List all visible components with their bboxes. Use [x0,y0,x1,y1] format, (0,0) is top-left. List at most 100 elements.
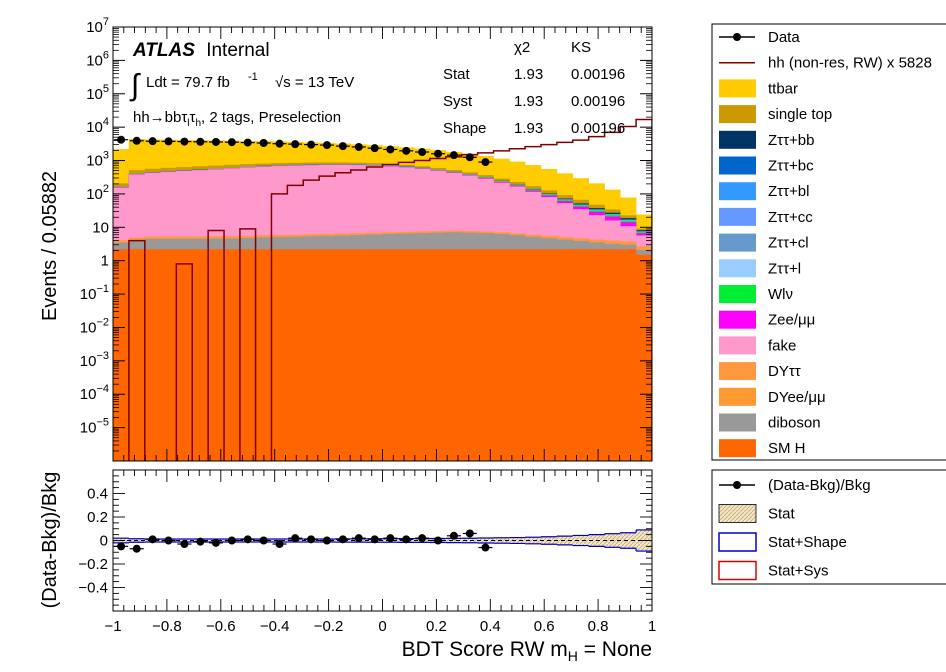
stacked-histogram [113,139,652,461]
legend-entry: Zττ+cl [719,233,809,252]
stack-bar [366,249,383,461]
svg-text:hh→bbτlτh, 2 tags, Preselectio: hh→bbτlτh, 2 tags, Preselection [133,109,341,129]
legend-entry: Wlν [719,285,793,303]
legend-swatch [719,259,756,278]
legend-label: Wlν [768,286,793,303]
legend-swatch [719,105,756,124]
legend-entry: DYee/μμ [719,387,826,406]
legend-label: Data [768,29,800,46]
y-tick-base: 10 [80,353,97,370]
y-tick-base: 10 [80,386,97,403]
legend-swatch [719,156,756,175]
legend-label: Zττ+bc [768,158,814,175]
ratio-point [370,535,379,544]
stack-bar [556,249,574,461]
data-point [275,139,284,148]
stat-band-bin [572,535,589,546]
stack-bar [509,249,526,461]
y-tick-label: 102 [86,183,109,203]
stack-bar [382,249,399,461]
stack-bar [414,249,431,461]
ratio-points [114,529,493,553]
legend-label: Zττ+cl [768,235,809,252]
ratio-point [117,542,126,551]
y-tick-label: 107 [86,16,109,36]
ratio-legend-label: Stat+Sys [768,563,828,580]
data-point [338,142,347,151]
ratio-legend-label: Stat [768,506,796,523]
x-tick-label: −0.4 [260,618,290,635]
y-tick-exp: 3 [103,150,109,162]
legend-data-marker [733,33,741,41]
y-tick-base: 10 [86,86,103,103]
y-tick-exp: 5 [103,83,109,95]
y-tick-label: 10−4 [80,383,109,403]
main-x-axis [112,27,653,461]
y-tick-exp: −2 [96,316,109,328]
x-axis-label: BDT Score RW m [402,638,568,661]
data-point [465,153,474,162]
ratio-legend-label: (Data-Bkg)/Bkg [768,477,871,494]
data-point [481,158,490,167]
stats-header-ks: KS [571,39,591,56]
x-tick-label: −0.6 [206,618,236,635]
stack-bar [303,249,320,461]
legend-swatch [719,310,756,329]
stack-bar [461,249,478,461]
ratio-legend-entry: Stat [718,504,796,523]
stack-bar [540,249,558,461]
y-tick-label: 1 [101,253,109,270]
legend-label: diboson [768,415,821,432]
data-point [354,142,363,151]
ratio-point [322,536,331,545]
ratio-point [465,529,474,538]
sqrt-s-label: √s = 13 TeV [275,74,354,91]
y-tick-base: 10 [80,319,97,336]
stack-bar [144,249,161,461]
ratio-legend-swatch [718,504,757,523]
main-legend: Data hh (non-res, RW) x 5828 ttbar single t… [711,23,946,461]
ratio-point [243,535,252,544]
stats-row-ks: 0.00196 [571,66,625,83]
signal-histogram [128,118,652,461]
ratio-point [259,536,268,545]
legend-swatch [719,285,756,303]
lumi-text: Ldt = 79.7 fb [146,74,230,91]
y-tick-label: 106 [86,49,109,69]
ratio-point [449,531,458,540]
ratio-legend-swatch [718,532,757,552]
stats-row-label: Shape [443,120,486,137]
ratio-y-tick-label: 0.2 [87,509,108,526]
data-point [434,149,443,158]
y-tick-label: 10−1 [80,283,109,303]
stack-bar [239,249,256,461]
stack-bar [350,249,367,461]
data-point [164,137,173,146]
legend-swatch [719,207,756,226]
y-tick-base: 10 [86,19,103,36]
y-tick-base: 10 [86,119,103,136]
main-y-axis: 10−510−410−310−210−111010210310410510610… [80,16,652,462]
y-tick-exp: 7 [103,16,109,28]
y-tick-label: 105 [86,83,109,103]
y-tick-label: 104 [86,116,109,136]
y-tick-exp: 6 [103,49,109,61]
data-point [227,138,236,147]
x-tick-label: 0.4 [480,618,501,635]
legend-label: SM H [768,440,806,457]
ratio-legend-entry: (Data-Bkg)/Bkg [719,477,871,494]
y-tick-label: 10−5 [80,417,109,437]
data-point [418,148,427,157]
x-axis-label-post: = None [578,638,652,661]
legend-swatch [719,182,756,201]
y-tick-base: 10 [86,186,103,203]
legend-label: Zee/μμ [768,312,815,329]
ratio-point [307,535,316,544]
data-point [196,137,205,146]
legend-label: Zττ+cc [768,209,813,226]
stack-bar [588,249,605,461]
data-point [117,135,126,144]
svg-text:BDT Score RW mH = None: BDT Score RW mH = None [402,638,652,664]
stack-bar [287,249,304,461]
